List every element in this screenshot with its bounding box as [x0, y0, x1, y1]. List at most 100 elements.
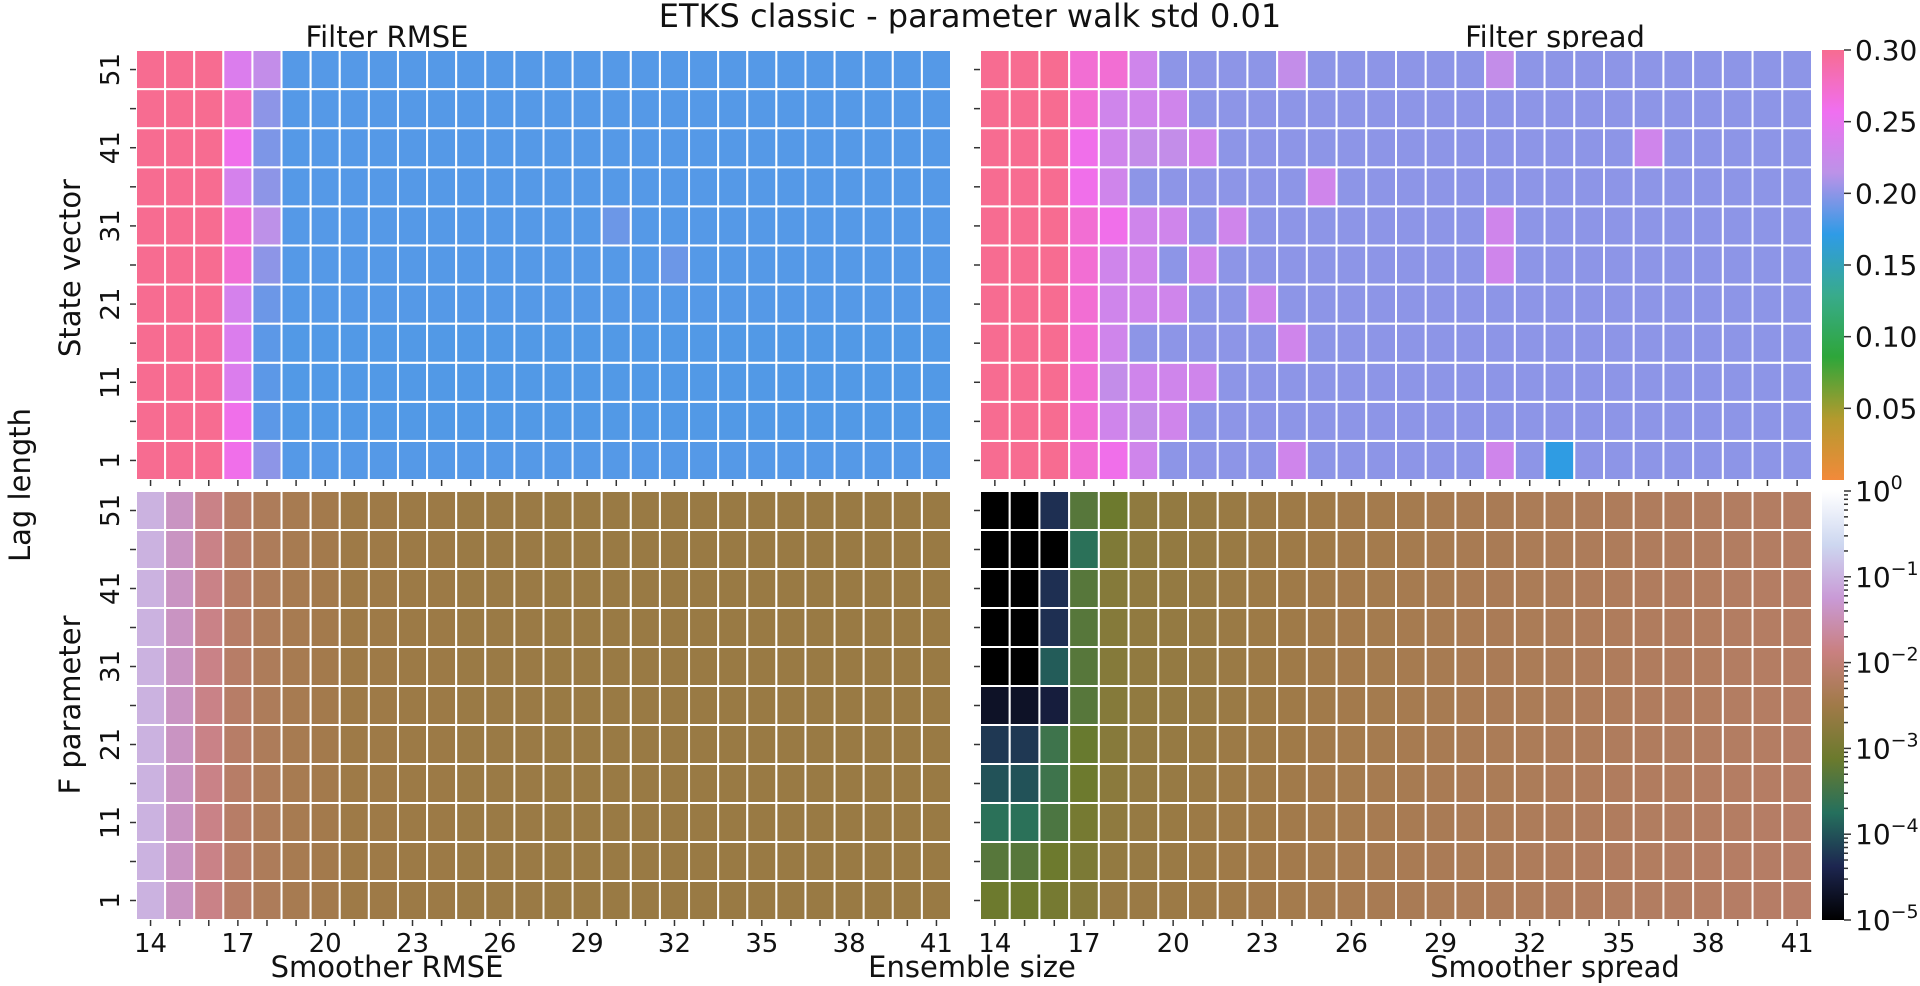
heatmap-cell [426, 568, 458, 609]
heatmap-cell [1692, 127, 1724, 169]
heatmap-cell [1305, 724, 1338, 765]
heatmap-cell [1543, 400, 1576, 442]
heatmap-cell [1246, 49, 1279, 91]
heatmap-cell [135, 244, 167, 286]
heatmap-cell [1662, 568, 1695, 609]
heatmap-cell [1276, 205, 1308, 247]
heatmap-cell [135, 568, 167, 609]
heatmap-cell [309, 205, 341, 247]
heatmap-cell [513, 841, 545, 882]
heatmap-cell [1395, 322, 1427, 364]
heatmap-cell [1484, 49, 1516, 91]
heatmap-cell [513, 607, 545, 648]
heatmap-cell [920, 802, 953, 843]
heatmap-cell [1276, 322, 1308, 364]
heatmap-cell [717, 646, 749, 687]
heatmap-cell [542, 568, 574, 609]
heatmap-cell [1246, 724, 1279, 765]
heatmap-cell [513, 283, 545, 325]
heatmap-cell [658, 283, 691, 325]
heatmap-cell [1157, 529, 1190, 570]
heatmap-cell [629, 88, 661, 130]
heatmap-cell [1424, 361, 1457, 403]
heatmap-cell [804, 283, 836, 325]
heatmap-cell [1751, 802, 1784, 843]
heatmap-cell [338, 763, 370, 804]
heatmap-cell [396, 802, 429, 843]
heatmap-cell [1721, 607, 1754, 648]
heatmap-cell [1513, 685, 1546, 726]
heatmap-cell [1246, 529, 1279, 570]
heatmap-cell [367, 361, 399, 403]
heatmap-cell [1187, 88, 1219, 130]
heatmap-cell [688, 127, 720, 169]
heatmap-cell [1543, 802, 1576, 843]
heatmap-cell [629, 283, 661, 325]
heatmap-cell [1335, 607, 1368, 648]
heatmap-cell [280, 763, 312, 804]
heatmap-cell [1513, 802, 1546, 843]
heatmap-cell [1513, 244, 1546, 286]
heatmap-cell [193, 802, 225, 843]
y-tick-label: 31 [96, 209, 126, 242]
heatmap-cell [193, 439, 225, 482]
heatmap-cell [542, 529, 574, 570]
heatmap-cell [1484, 361, 1516, 403]
heatmap-cell [513, 439, 545, 482]
heatmap-cell [426, 400, 458, 442]
heatmap-cell [396, 646, 429, 687]
heatmap-cell [1454, 439, 1487, 482]
heatmap-cell [717, 88, 749, 130]
heatmap-cell [1216, 205, 1249, 247]
heatmap-cell [1395, 439, 1427, 482]
heatmap-cell [1365, 802, 1398, 843]
heatmap-cell [571, 361, 603, 403]
heatmap-cell [891, 439, 923, 482]
heatmap-cell [1127, 361, 1160, 403]
heatmap-cell [571, 88, 603, 130]
heatmap-cell [1395, 49, 1427, 91]
heatmap-cell [891, 49, 923, 91]
heatmap-cell [1216, 685, 1249, 726]
heatmap-cell [1335, 244, 1368, 286]
heatmap-cell [309, 490, 341, 531]
heatmap-cell [775, 283, 807, 325]
heatmap-cell [1692, 166, 1724, 208]
heatmap-cell [1127, 283, 1160, 325]
heatmap-cell [804, 322, 836, 364]
heatmap-cell [1097, 439, 1130, 482]
heatmap-cell [629, 127, 661, 169]
heatmap-cell [338, 724, 370, 765]
heatmap-cell [1246, 763, 1279, 804]
heatmap-cell [367, 400, 399, 442]
heatmap-cell [1365, 88, 1398, 130]
heatmap-cell [688, 49, 720, 91]
heatmap-cell [891, 880, 923, 921]
heatmap-cell [775, 490, 807, 531]
heatmap-cell [1038, 400, 1071, 442]
heatmap-cell [862, 361, 894, 403]
heatmap-cell [1603, 166, 1635, 208]
heatmap-cell [164, 322, 196, 364]
heatmap-cell [513, 724, 545, 765]
heatmap-cell [862, 439, 894, 482]
heatmap-cell [658, 802, 691, 843]
heatmap-cell [775, 763, 807, 804]
heatmap-cell [1662, 361, 1695, 403]
heatmap-cell [193, 646, 225, 687]
heatmap-cell [1484, 490, 1516, 531]
heatmap-cell [1781, 529, 1814, 570]
heatmap-cell [309, 880, 341, 921]
heatmap-cell [746, 607, 778, 648]
heatmap-cell [1751, 568, 1784, 609]
heatmap-cell [426, 283, 458, 325]
heatmap-cell [1573, 361, 1606, 403]
heatmap-cell [804, 439, 836, 482]
heatmap-cell [193, 841, 225, 882]
heatmap-cell [1008, 400, 1041, 442]
heatmap-cell [513, 127, 545, 169]
heatmap-cell [455, 361, 487, 403]
heatmap-cell [1187, 244, 1219, 286]
heatmap-cell [688, 607, 720, 648]
